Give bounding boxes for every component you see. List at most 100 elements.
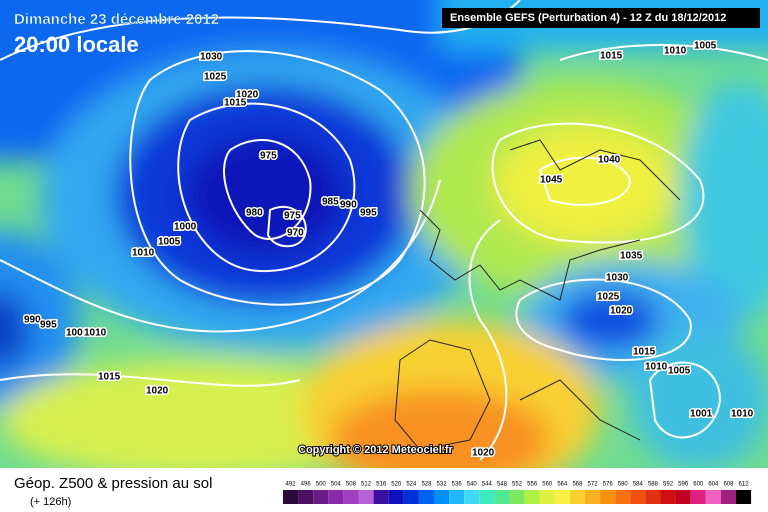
scale-swatch xyxy=(736,490,752,504)
scale-swatch xyxy=(509,490,525,504)
scale-swatch xyxy=(524,490,540,504)
scale-label: 552 xyxy=(512,482,523,488)
scale-swatch xyxy=(388,490,404,504)
footer-title: Géop. Z500 & pression au sol xyxy=(14,475,212,492)
isobar-label: 1035 xyxy=(620,251,643,262)
copyright: Copyright © 2012 Meteociel.fr xyxy=(298,444,454,456)
scale-label: 500 xyxy=(316,482,327,488)
isobar-label: 1010 xyxy=(132,248,155,259)
scale-label: 560 xyxy=(542,482,553,488)
scale-swatch xyxy=(645,490,661,504)
isobar-label: 990 xyxy=(340,200,357,211)
scale-label: 564 xyxy=(557,482,568,488)
isobar-label: 1045 xyxy=(540,175,563,186)
scale-label: 512 xyxy=(361,482,372,488)
isobar-label: 1015 xyxy=(224,98,247,109)
scale-label: 540 xyxy=(467,482,478,488)
scale-swatch xyxy=(615,490,631,504)
scale-swatch xyxy=(585,490,601,504)
scale-label: 612 xyxy=(739,482,750,488)
isobar-label: 1020 xyxy=(610,306,633,317)
scale-label: 492 xyxy=(286,482,297,488)
scale-swatch xyxy=(328,490,344,504)
scale-label: 604 xyxy=(708,482,719,488)
isobar-label: 1010 xyxy=(645,362,668,373)
isobar-label: 1005 xyxy=(158,237,181,248)
scale-label: 580 xyxy=(618,482,629,488)
forecast-lead: (+ 126h) xyxy=(30,496,71,508)
isobar-label: 1025 xyxy=(204,72,227,83)
isobar-label: 990 xyxy=(24,315,41,326)
scale-label: 572 xyxy=(588,482,599,488)
scale-label: 584 xyxy=(633,482,644,488)
isobar-label: 995 xyxy=(40,320,57,331)
scale-swatch xyxy=(675,490,691,504)
model-info: Ensemble GEFS (Perturbation 4) - 12 Z du… xyxy=(450,12,726,24)
scale-swatch xyxy=(569,490,585,504)
isobar-label: 1020 xyxy=(236,90,259,101)
scale-swatch xyxy=(313,490,329,504)
scale-label: 536 xyxy=(452,482,463,488)
isobar-label: 1000 xyxy=(174,222,197,233)
scale-swatch xyxy=(479,490,495,504)
isobar-label: 1015 xyxy=(98,372,121,383)
isobar-label: 975 xyxy=(284,211,301,222)
scale-swatch xyxy=(449,490,465,504)
scale-swatch xyxy=(358,490,374,504)
scale-label: 520 xyxy=(391,482,402,488)
scale-swatch xyxy=(434,490,450,504)
isobar-label: 1015 xyxy=(600,51,623,62)
scale-swatch xyxy=(373,490,389,504)
isobar-label: 1025 xyxy=(597,292,620,303)
isobar-label: 1030 xyxy=(200,52,223,63)
scale-label: 544 xyxy=(482,482,493,488)
isobar-label: 970 xyxy=(287,228,304,239)
scale-label: 496 xyxy=(301,482,312,488)
isobar-label: 1010 xyxy=(664,46,687,57)
scale-swatch xyxy=(720,490,736,504)
scale-label: 528 xyxy=(421,482,432,488)
scale-swatch xyxy=(343,490,359,504)
scale-swatch xyxy=(283,490,299,504)
isobar-label: 1030 xyxy=(606,273,629,284)
scale-swatch xyxy=(690,490,706,504)
isobar-label: 1001 xyxy=(690,409,713,420)
scale-label: 556 xyxy=(527,482,538,488)
scale-label: 576 xyxy=(603,482,614,488)
scale-swatch xyxy=(418,490,434,504)
scale-swatch xyxy=(539,490,555,504)
scale-swatch xyxy=(660,490,676,504)
color-scale: 492 496 500 504 508 512 516 520 524 528 532 536 540 5… xyxy=(283,482,752,504)
isobar-label: 1015 xyxy=(633,347,656,358)
scale-swatch xyxy=(403,490,419,504)
scale-swatch xyxy=(554,490,570,504)
geopotential-field xyxy=(0,0,768,468)
scale-label: 524 xyxy=(406,482,417,488)
isobar-label: 1020 xyxy=(146,386,169,397)
date: Dimanche 23 décembre 2012 xyxy=(14,11,219,28)
isobar-label: 1010 xyxy=(84,328,107,339)
scale-label: 600 xyxy=(693,482,704,488)
isobar-label: 1010 xyxy=(731,409,754,420)
isobar-label: 985 xyxy=(322,197,339,208)
isobar-label: 1020 xyxy=(472,448,495,459)
isobar-label: 1040 xyxy=(598,155,621,166)
scale-label: 532 xyxy=(437,482,448,488)
local-time: 20:00 locale xyxy=(14,32,139,57)
scale-swatch xyxy=(494,490,510,504)
scale-swatch xyxy=(630,490,646,504)
isobar-label: 1005 xyxy=(694,41,717,52)
scale-swatch xyxy=(705,490,721,504)
scale-swatch xyxy=(600,490,616,504)
scale-label: 588 xyxy=(648,482,659,488)
isobar-label: 975 xyxy=(260,151,277,162)
isobar-label: 995 xyxy=(360,208,377,219)
scale-label: 608 xyxy=(723,482,734,488)
scale-label: 504 xyxy=(331,482,342,488)
scale-label: 508 xyxy=(346,482,357,488)
scale-label: 548 xyxy=(497,482,508,488)
isobar-label: 980 xyxy=(246,208,263,219)
scale-label: 516 xyxy=(376,482,387,488)
